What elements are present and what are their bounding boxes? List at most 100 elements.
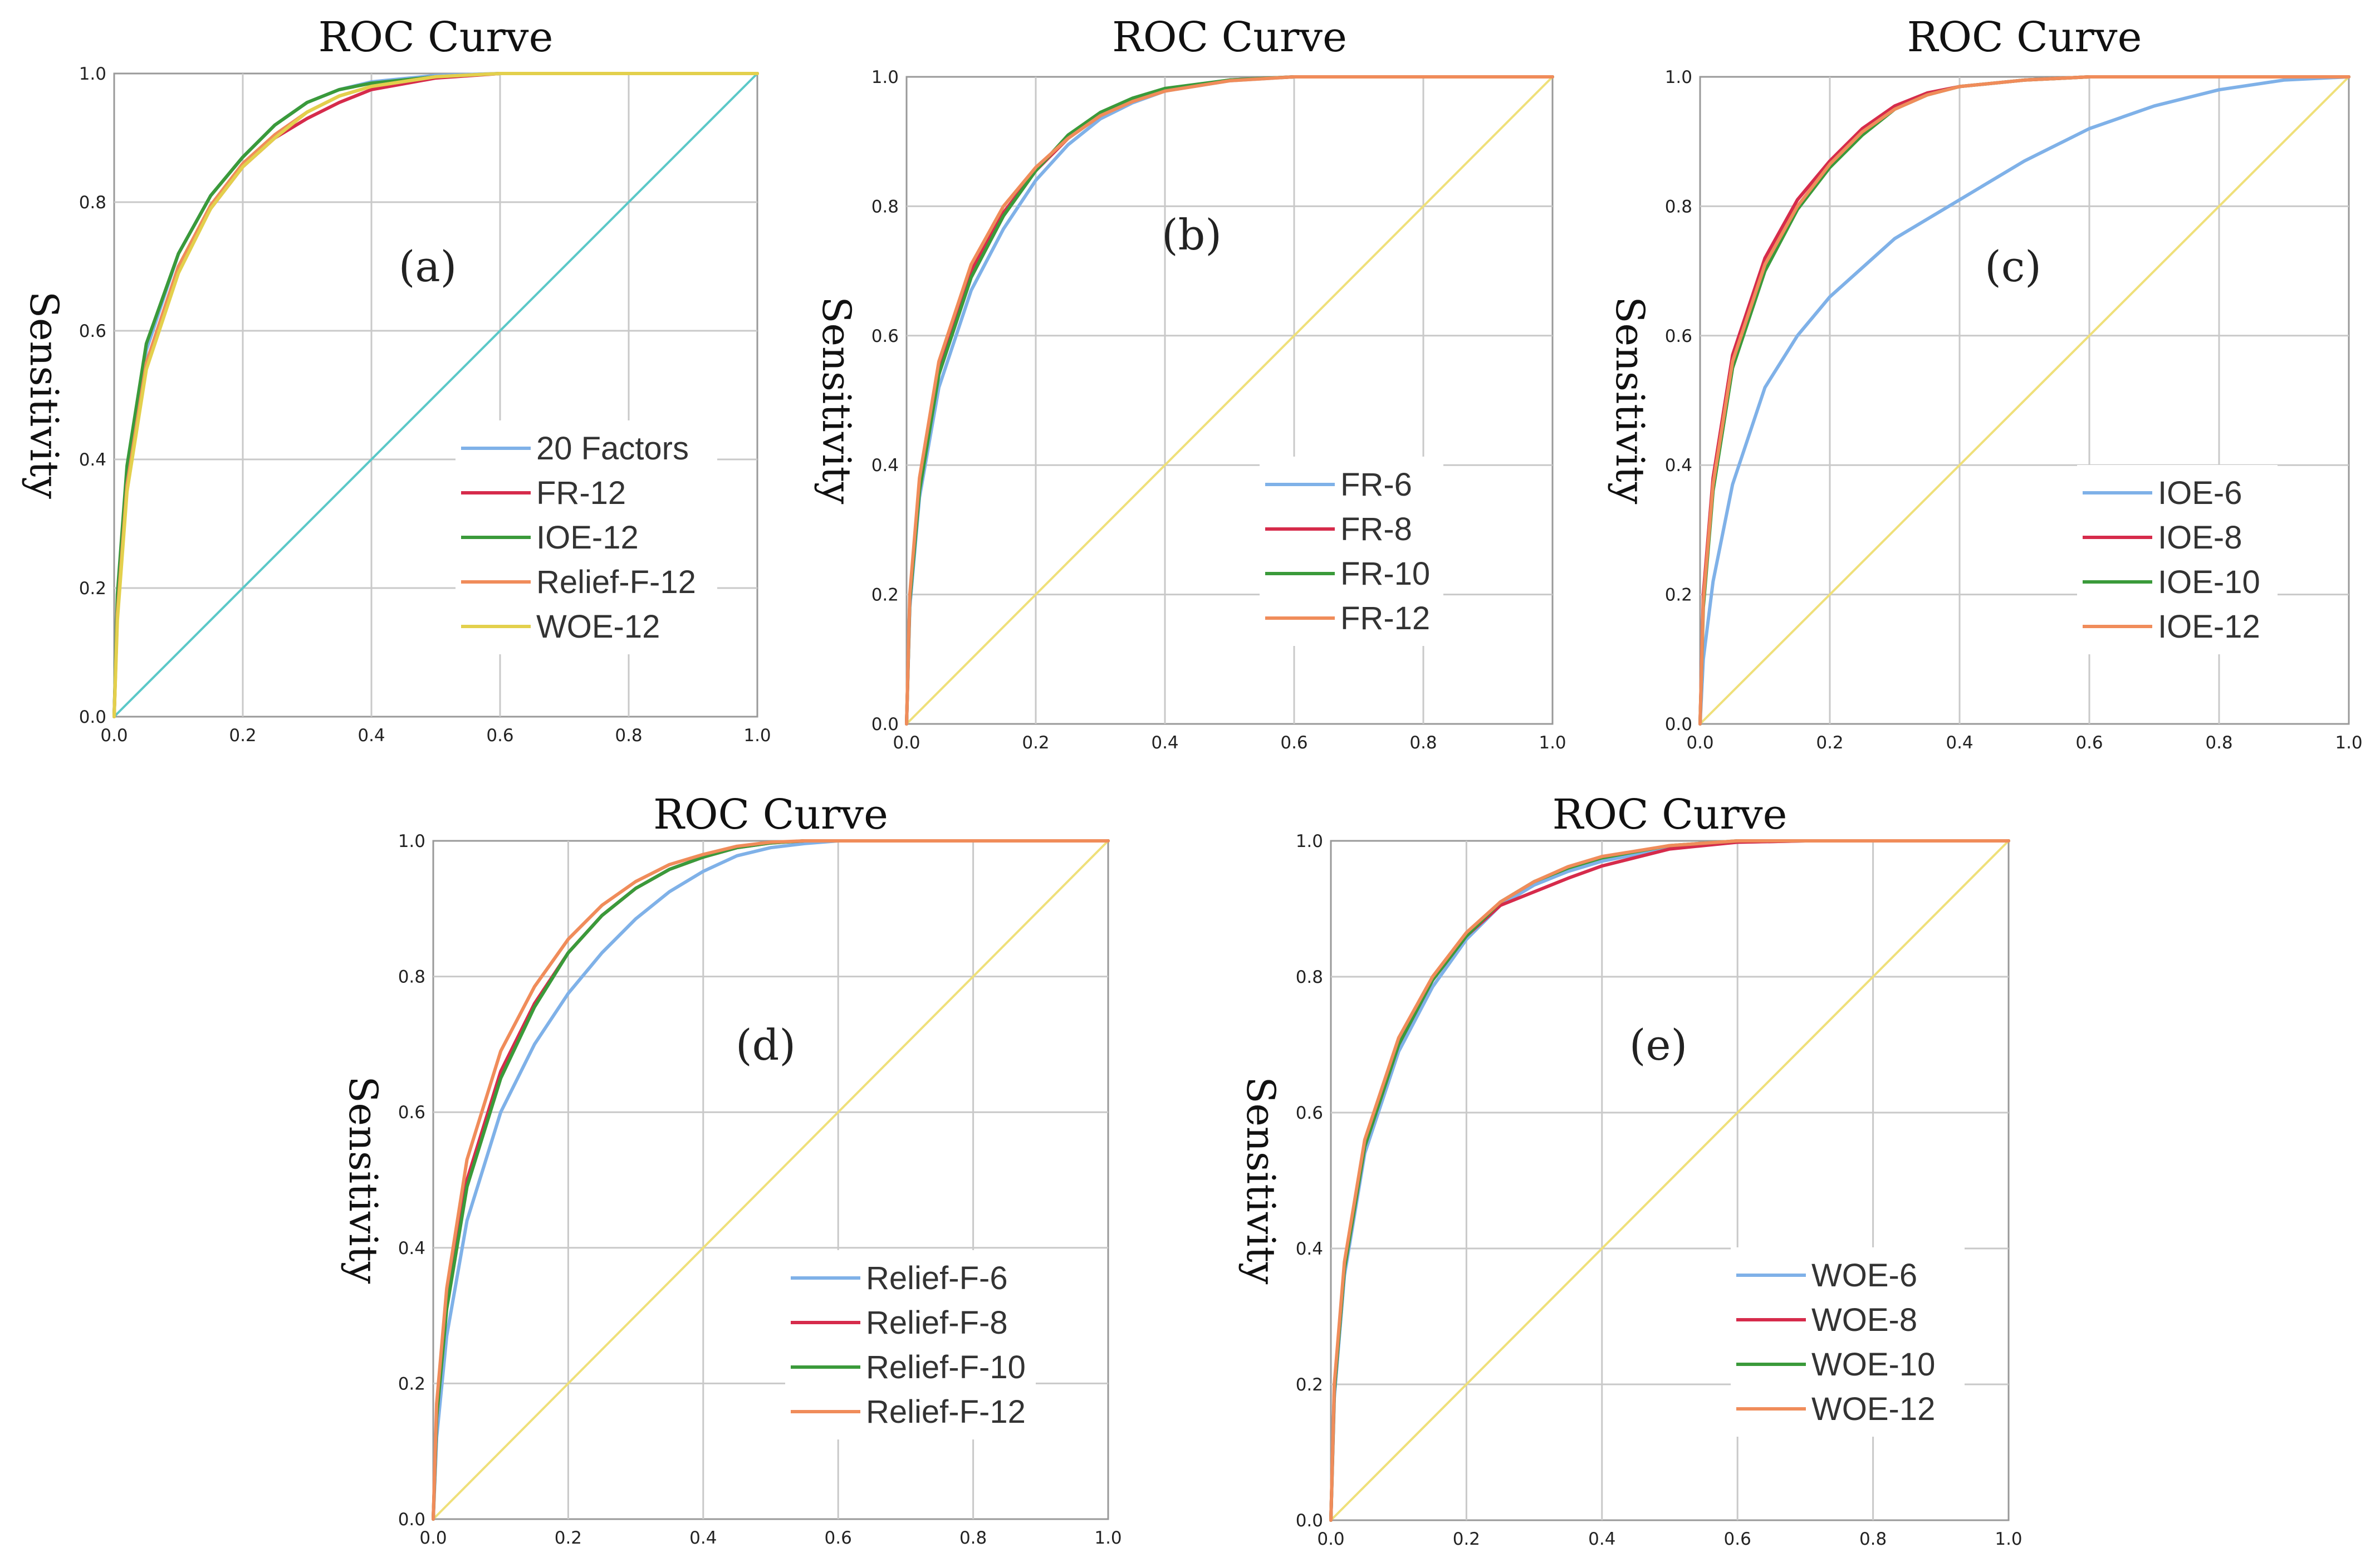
chart-title: ROC Curve [319,13,554,61]
panel-label: (e) [1629,1020,1687,1070]
y-tick-label: 1.0 [1296,831,1323,851]
y-tick-label: 0.6 [1296,1103,1323,1123]
x-tick-label: 1.0 [1094,1528,1122,1548]
chart-title: ROC Curve [653,791,888,839]
y-tick-label: 0.4 [1665,456,1692,476]
y-tick-label: 1.0 [1665,67,1692,87]
y-tick-label: 0.6 [871,326,899,346]
x-tick-label: 0.6 [486,726,513,746]
reference-diagonal-line [113,72,758,718]
roc-curve-ioe-12 [1698,75,2350,726]
roc-curve-fr-12 [905,75,1554,726]
y-axis-label: Sensitivity [340,1076,386,1284]
roc-curve-relief-f-12 [432,839,1110,1521]
x-tick-label: 0.6 [825,1528,852,1548]
x-tick-label: 0.0 [893,733,920,753]
y-tick-label: 0.0 [398,1510,425,1530]
x-tick-label: 1.0 [743,726,771,746]
roc-curve-woe-12 [1329,839,2010,1522]
legend-label: FR-10 [1340,556,1430,592]
x-tick-label: 0.2 [1453,1529,1480,1549]
x-tick-label: 0.6 [1724,1529,1751,1549]
panel-label: (a) [399,242,457,291]
x-tick-label: 0.2 [555,1528,582,1548]
legend-label: IOE-10 [2158,564,2260,600]
roc-curve-woe-12 [112,72,759,718]
legend-background [1260,457,1443,646]
y-tick-label: 0.4 [398,1238,425,1259]
x-tick-label: 0.0 [1686,733,1713,753]
x-tick-label: 0.8 [1859,1529,1887,1549]
x-tick-label: 1.0 [1539,733,1566,753]
legend-background [1731,1247,1965,1437]
legend: 20 Factors FR-12 IOE-12 Relief-F-12 WOE-12 [456,420,717,654]
y-tick-label: 0.4 [871,456,899,476]
roc-panel-c: 0.00.0 0.2 0.2 0.4 0.4 0.6 0.6 0.8 0.8 1.0 1.0 ROC … [1607,13,2363,753]
legend-label: WOE-10 [1811,1346,1935,1383]
y-tick-label: 0.0 [871,714,899,734]
chart-title: ROC Curve [1112,13,1347,61]
y-tick-label: 1.0 [871,67,899,87]
x-tick-label: 0.8 [1409,733,1437,753]
roc-panel-e: 0.00.0 0.2 0.2 0.4 0.4 0.6 0.6 0.8 0.8 1.0 1.0 ROC … [1238,791,2022,1549]
y-tick-label: 0.6 [1665,326,1692,346]
y-tick-label: 0.4 [1296,1239,1323,1259]
y-tick-label: 0.2 [1296,1375,1323,1395]
roc-panel-a: 0.00.0 0.2 0.2 0.4 0.4 0.6 0.6 0.8 0.8 1.0 1.0 ROC … [21,13,771,746]
y-tick-label: 0.8 [398,967,425,987]
x-tick-label: 1.0 [1995,1529,2022,1549]
x-tick-label: 0.2 [1022,733,1049,753]
x-tick-label: 0.4 [1151,733,1178,753]
y-tick-label: 0.2 [79,579,106,599]
reference-diagonal-line [1699,76,2350,725]
x-tick-label: 0.0 [419,1528,447,1548]
roc-panel-b: 0.00.0 0.2 0.2 0.4 0.4 0.6 0.6 0.8 0.8 1.0 1.0 ROC … [814,13,1566,753]
y-axis-label: Sensitivity [1607,297,1653,505]
y-tick-label: 0.8 [871,197,899,217]
panel-label: (b) [1162,210,1222,259]
reference-diagonal-line [432,840,1109,1520]
y-tick-label: 0.8 [1296,967,1323,987]
y-tick-label: 1.0 [79,64,106,84]
y-tick-label: 0.8 [79,193,106,213]
x-tick-label: 0.4 [358,726,385,746]
x-tick-label: 0.0 [100,726,128,746]
reference-diagonal-line [1330,840,2010,1521]
y-tick-label: 0.6 [79,321,106,341]
legend-label: FR-12 [536,475,626,511]
y-axis-label: Sensitivity [21,291,67,499]
legend-label: Relief-F-12 [866,1394,1026,1430]
panel-label: (c) [1985,242,2041,291]
reference-diagonal-line [905,76,1554,725]
legend: FR-6 FR-8 FR-10 FR-12 [1260,457,1443,646]
x-tick-label: 0.8 [959,1528,987,1548]
x-tick-label: 0.0 [1317,1529,1344,1549]
legend-label: WOE-8 [1811,1302,1917,1338]
legend: IOE-6 IOE-8 IOE-10 IOE-12 [2077,465,2278,654]
y-tick-label: 0.2 [398,1374,425,1394]
legend-label: FR-12 [1340,600,1430,636]
legend-label: Relief-F-6 [866,1260,1008,1296]
y-tick-label: 0.4 [79,450,106,470]
y-tick-label: 0.2 [871,585,899,605]
legend-label: IOE-6 [2158,475,2242,511]
legend: WOE-6 WOE-8 WOE-10 WOE-12 [1731,1247,1965,1437]
legend-label: WOE-12 [536,609,660,645]
y-axis-label: Sensitivity [814,297,859,505]
x-tick-label: 0.8 [2205,733,2232,753]
roc-curve-ioe-6 [1698,75,2350,726]
legend-label: IOE-12 [536,520,639,556]
y-tick-label: 0.0 [79,707,106,727]
legend-label: FR-8 [1340,511,1412,547]
y-tick-label: 0.0 [1296,1511,1323,1531]
legend-label: WOE-6 [1811,1257,1917,1294]
y-tick-label: 0.8 [1665,197,1692,217]
chart-title: ROC Curve [1553,791,1788,839]
roc-panel-d: 0.00.0 0.2 0.2 0.4 0.4 0.6 0.6 0.8 0.8 1.0 1.0 ROC … [340,791,1122,1548]
y-tick-label: 0.2 [1665,585,1692,605]
x-tick-label: 0.6 [1280,733,1307,753]
x-tick-label: 0.4 [1588,1529,1615,1549]
x-tick-label: 1.0 [2335,733,2362,753]
legend-label: WOE-12 [1811,1391,1935,1427]
